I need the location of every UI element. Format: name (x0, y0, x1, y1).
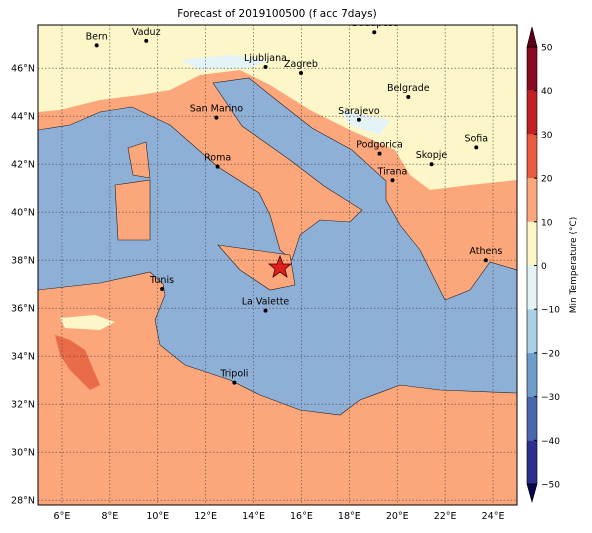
y-tick-label: 32°N (11, 400, 35, 411)
city-label: Belgrade (387, 83, 430, 94)
colorbar-level (527, 90, 537, 135)
city-marker (390, 178, 395, 183)
city-label: Roma (204, 153, 231, 164)
colorbar-tick-label: −10 (541, 306, 560, 316)
grid (38, 25, 517, 505)
x-tick-label: 12°E (194, 511, 217, 522)
colorbar-tick-label: 40 (541, 87, 553, 97)
warm-patch (55, 335, 100, 390)
colorbar-extend-high (526, 26, 538, 48)
colorbar-tick-label: −50 (541, 481, 560, 491)
x-tick-label: 6°E (54, 511, 71, 522)
y-tick-label: 30°N (11, 448, 35, 459)
city-marker (214, 115, 219, 120)
sicily (217, 244, 296, 291)
sardinia (114, 179, 151, 241)
x-tick-label: 20°E (386, 511, 409, 522)
city-marker (474, 145, 479, 150)
x-tick-label: 14°E (242, 511, 265, 522)
y-tick-label: 44°N (11, 112, 35, 123)
x-tick-label: 22°E (434, 511, 457, 522)
city-label: La Valette (242, 297, 290, 308)
city-label: Budapest (352, 18, 397, 29)
colorbar-tick-label: −30 (541, 393, 560, 403)
colorbar: −50 −40 −30 −20 −10 0 10 20 30 40 50 (526, 26, 560, 504)
africa (38, 271, 517, 505)
city-label: Podgorica (356, 140, 403, 151)
city-label: Bern (86, 31, 108, 42)
colorbar-tick-label: 20 (541, 175, 553, 185)
colorbar-level (527, 352, 537, 397)
x-tick-label: 24°E (482, 511, 505, 522)
axes: 6°E 8°E 10°E 12°E 14°E 16°E 18°E 20°E 22°E 24°E 28… (11, 64, 504, 522)
city-marker (483, 258, 488, 263)
city-marker (144, 38, 149, 43)
map-frame (37, 24, 518, 506)
x-tick-label: 18°E (338, 511, 361, 522)
colorbar-level (527, 221, 537, 266)
y-tick-label: 46°N (11, 64, 35, 75)
city-marker (377, 151, 382, 156)
city-label: Zagreb (284, 59, 318, 70)
event-star (267, 254, 293, 278)
city-label: Skopje (416, 150, 448, 161)
colorbar-label: Min Temperature (°C) (569, 217, 579, 314)
city-marker (429, 162, 434, 167)
x-tick-label: 10°E (146, 511, 169, 522)
city-marker (372, 30, 377, 35)
y-tick-label: 28°N (11, 496, 35, 507)
colorbar-level (527, 396, 537, 441)
colorbar-level (527, 440, 537, 484)
city-label: Sarajevo (338, 106, 380, 117)
city-label: Tirana (377, 166, 408, 177)
colorbar-level (527, 134, 537, 179)
y-tick-label: 40°N (11, 208, 35, 219)
colorbar-tick-label: −40 (541, 437, 560, 447)
colorbar-tick-label: −20 (541, 349, 560, 359)
x-tick-label: 16°E (290, 511, 313, 522)
cold-patch (180, 55, 390, 135)
city-marker (406, 95, 411, 99)
colorbar-tick-label: 50 (541, 44, 553, 54)
city-marker (263, 308, 268, 313)
x-tick-label: 8°E (101, 511, 118, 522)
city-marker (215, 164, 220, 169)
colorbar-level (527, 47, 537, 91)
y-tick-label: 38°N (11, 256, 35, 267)
colorbar-level (527, 309, 537, 353)
colorbar-tick-label: 30 (541, 131, 553, 141)
city-label: Tripoli (219, 369, 248, 380)
city-marker (263, 65, 268, 69)
y-tick-label: 34°N (11, 352, 35, 363)
city-label: Tunis (149, 275, 174, 286)
y-tick-label: 36°N (11, 304, 35, 315)
city-label: Athens (469, 246, 502, 257)
city-marker (232, 380, 237, 385)
colorbar-level (527, 178, 537, 222)
city-label: San Marino (190, 104, 243, 115)
city-marker (160, 287, 165, 291)
city-label: Ljubljana (244, 53, 287, 64)
city-marker (94, 43, 99, 48)
city-label: Sofia (464, 133, 488, 144)
city-marker (356, 117, 361, 122)
city-marker (298, 71, 303, 75)
cool-patch (60, 315, 115, 330)
title: Forecast of 2019100500 (f acc 7days) (177, 8, 376, 20)
colorbar-tick-label: 0 (541, 262, 547, 272)
colorbar-extend-low (526, 483, 538, 504)
corsica (127, 141, 151, 179)
city-label: Vaduz (132, 27, 161, 38)
colorbar-tick-label: 10 (541, 218, 553, 228)
y-tick-label: 42°N (11, 160, 35, 171)
colorbar-level (527, 265, 537, 310)
